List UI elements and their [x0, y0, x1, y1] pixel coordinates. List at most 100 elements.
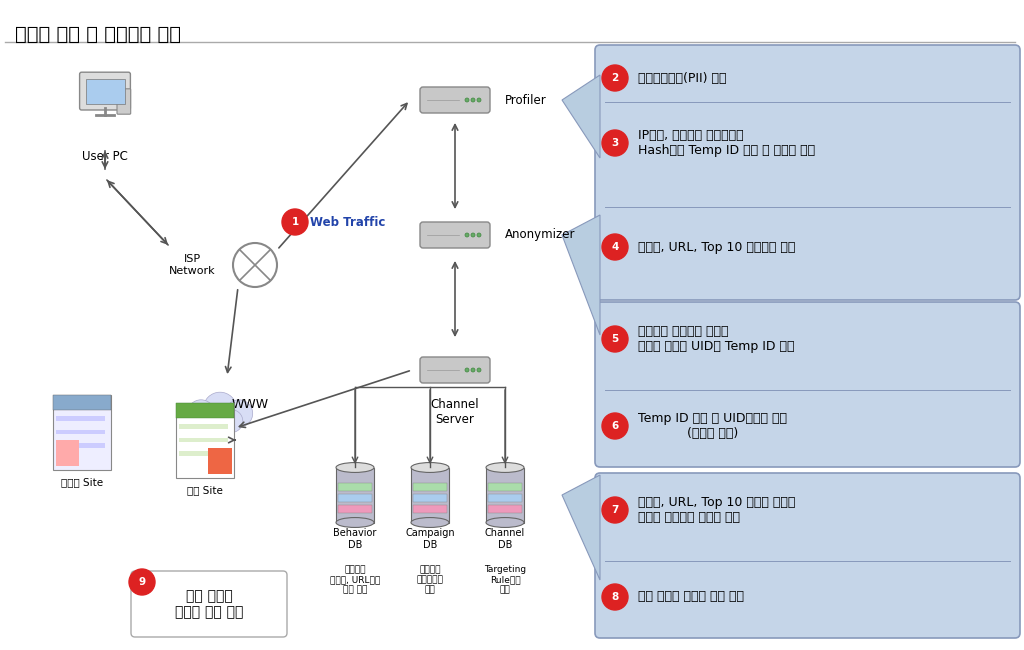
Text: 6: 6	[611, 421, 618, 431]
Bar	[336, 467, 374, 523]
Circle shape	[220, 410, 243, 432]
Polygon shape	[562, 75, 600, 158]
Bar	[488, 494, 522, 502]
Text: 광고주의
광고캠페인
저장: 광고주의 광고캠페인 저장	[417, 565, 443, 595]
Circle shape	[602, 65, 628, 91]
FancyBboxPatch shape	[131, 571, 287, 637]
Text: 트래픽 분석 및 광고노출 과정: 트래픽 분석 및 광고노출 과정	[15, 25, 181, 44]
Text: 7: 7	[611, 505, 618, 515]
FancyBboxPatch shape	[595, 45, 1020, 300]
Text: IP주소, 브라우저 타입정보를
Hash하여 Temp ID 생성 후 이용자 관리: IP주소, 브라우저 타입정보를 Hash하여 Temp ID 생성 후 이용자…	[638, 129, 815, 157]
Text: Targeting
Rule정보
저장: Targeting Rule정보 저장	[484, 565, 526, 595]
Circle shape	[198, 410, 220, 432]
Circle shape	[204, 392, 237, 426]
Bar	[56, 439, 79, 466]
Circle shape	[602, 326, 628, 352]
Text: Campaign
DB: Campaign DB	[406, 528, 455, 550]
Ellipse shape	[486, 463, 524, 473]
Bar	[179, 424, 228, 429]
Bar	[411, 467, 449, 523]
Ellipse shape	[411, 463, 449, 473]
Bar	[176, 402, 234, 417]
Circle shape	[477, 368, 481, 372]
Text: 비제휴 Site: 비제휴 Site	[61, 477, 103, 487]
Circle shape	[602, 413, 628, 439]
Bar	[176, 402, 234, 478]
Circle shape	[187, 400, 215, 427]
Text: 8: 8	[611, 592, 618, 602]
Circle shape	[602, 130, 628, 156]
FancyBboxPatch shape	[80, 72, 130, 110]
Bar	[56, 430, 105, 434]
Text: 제휴 영역에
맞춤형 광고 노출: 제휴 영역에 맞춤형 광고 노출	[175, 589, 243, 619]
Text: 3: 3	[611, 138, 618, 148]
Circle shape	[477, 98, 481, 102]
Text: 2: 2	[611, 73, 618, 83]
FancyBboxPatch shape	[420, 87, 490, 113]
Ellipse shape	[486, 517, 524, 527]
Circle shape	[282, 209, 308, 235]
FancyBboxPatch shape	[420, 357, 490, 383]
Text: Anonymizer: Anonymizer	[505, 229, 575, 242]
Bar	[486, 467, 524, 523]
Circle shape	[465, 98, 469, 102]
Circle shape	[129, 569, 155, 595]
Bar	[208, 447, 232, 474]
Text: 개인식별정보(PII) 제거: 개인식별정보(PII) 제거	[638, 72, 726, 84]
Text: 이용자의
검색어, URL정보
조합 저장: 이용자의 검색어, URL정보 조합 저장	[330, 565, 380, 595]
Polygon shape	[562, 215, 600, 335]
Circle shape	[471, 233, 475, 237]
Ellipse shape	[336, 517, 374, 527]
Bar	[56, 443, 105, 448]
Bar	[53, 395, 111, 469]
Bar	[413, 505, 447, 513]
FancyBboxPatch shape	[595, 302, 1020, 467]
Bar	[488, 505, 522, 513]
Text: Channel
DB: Channel DB	[485, 528, 525, 550]
Text: 1: 1	[292, 217, 299, 227]
Text: 9: 9	[138, 577, 145, 587]
Text: Profiler: Profiler	[505, 94, 547, 107]
Ellipse shape	[411, 517, 449, 527]
Bar	[56, 416, 105, 421]
Text: 검색어, URL, Top 10 키워드 정보와
타케팅 그룹과의 연관성 매칭: 검색어, URL, Top 10 키워드 정보와 타케팅 그룹과의 연관성 매칭	[638, 496, 796, 524]
Text: 검색어, URL, Top 10 키워드만 추출: 검색어, URL, Top 10 키워드만 추출	[638, 240, 796, 254]
Bar	[179, 451, 228, 456]
Text: ISP
Network: ISP Network	[169, 254, 215, 276]
Circle shape	[471, 98, 475, 102]
Text: User PC: User PC	[82, 150, 128, 163]
Circle shape	[602, 234, 628, 260]
Bar	[338, 494, 372, 502]
Text: Temp ID 삭제 후 UID만으로 관리
(익명성 보장): Temp ID 삭제 후 UID만으로 관리 (익명성 보장)	[638, 412, 787, 440]
Circle shape	[465, 233, 469, 237]
FancyBboxPatch shape	[420, 222, 490, 248]
Text: 4: 4	[611, 242, 618, 252]
Bar	[338, 505, 372, 513]
Bar	[413, 483, 447, 491]
Polygon shape	[562, 475, 600, 580]
Circle shape	[602, 584, 628, 610]
Text: 제휴 Site: 제휴 Site	[187, 485, 223, 495]
Bar	[413, 494, 447, 502]
Bar	[338, 483, 372, 491]
Circle shape	[225, 400, 253, 427]
Text: Web Traffic: Web Traffic	[310, 216, 385, 229]
Bar	[53, 395, 111, 410]
Text: 제휴 매체에 맞춤형 광고 전송: 제휴 매체에 맞춤형 광고 전송	[638, 590, 744, 603]
Circle shape	[471, 368, 475, 372]
FancyBboxPatch shape	[85, 79, 125, 104]
Text: Behavior
DB: Behavior DB	[334, 528, 377, 550]
Bar	[488, 483, 522, 491]
FancyBboxPatch shape	[117, 89, 131, 114]
Circle shape	[233, 243, 278, 287]
Circle shape	[209, 413, 231, 436]
Bar	[179, 437, 228, 442]
Circle shape	[477, 233, 481, 237]
Circle shape	[602, 497, 628, 523]
Ellipse shape	[336, 463, 374, 473]
Text: 이용자가 제휴매체 방문시
쿠키에 저장된 UID와 Temp ID 매칭: 이용자가 제휴매체 방문시 쿠키에 저장된 UID와 Temp ID 매칭	[638, 325, 795, 353]
Text: WWW: WWW	[231, 398, 268, 411]
Text: 5: 5	[611, 334, 618, 344]
Text: Channel
Server: Channel Server	[431, 398, 479, 426]
Circle shape	[465, 368, 469, 372]
